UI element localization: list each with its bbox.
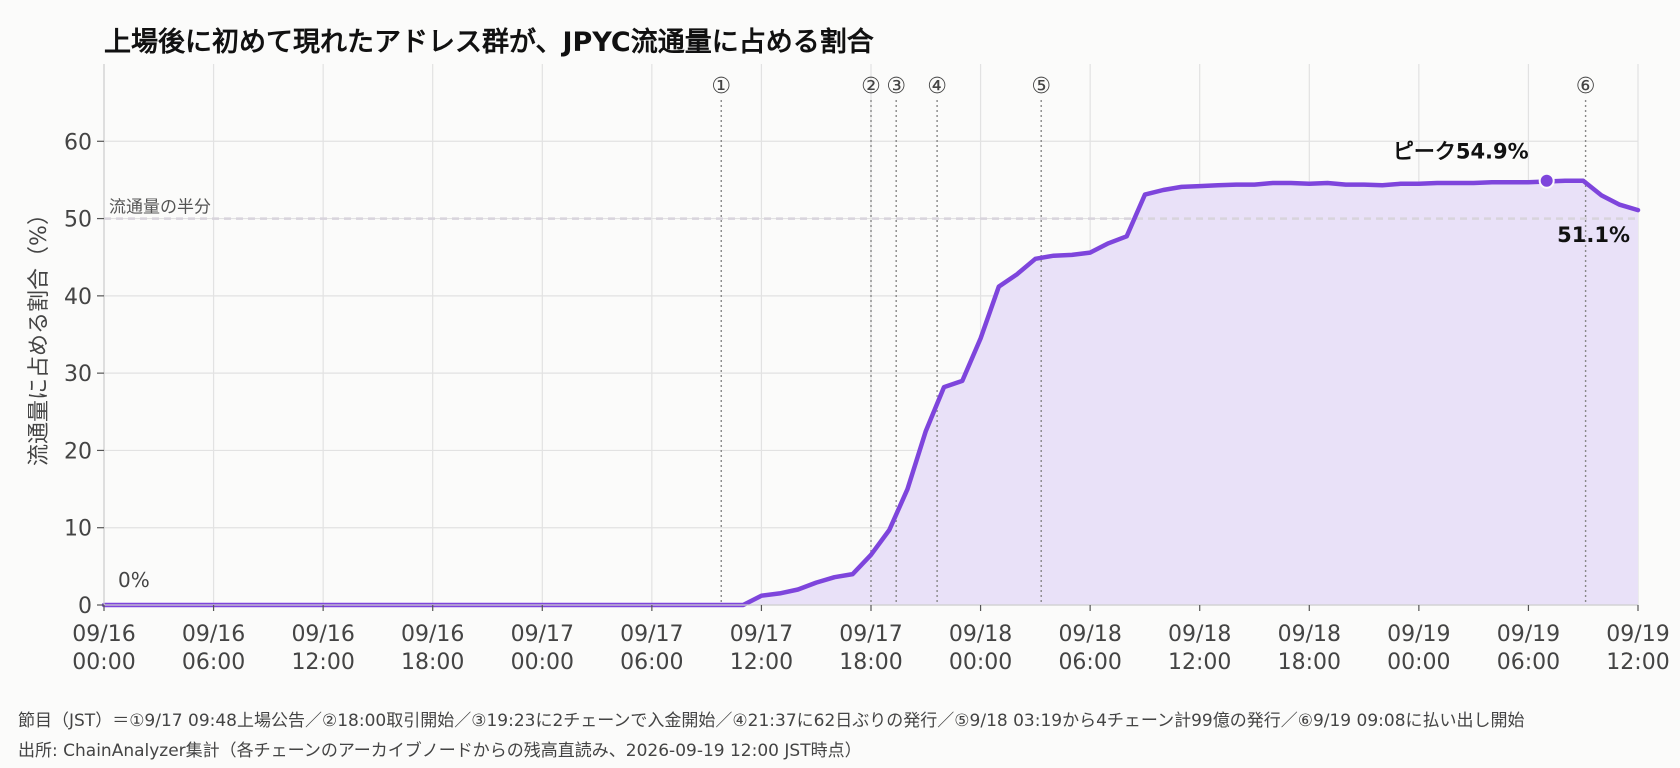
y-axis-label: 流通量に占める割合（%） xyxy=(27,203,52,466)
start-value-label: 0% xyxy=(118,568,150,592)
x-tick-label-date: 09/19 xyxy=(1387,622,1450,647)
x-tick-label-date: 09/16 xyxy=(291,622,354,647)
event-label-1: ① xyxy=(711,74,731,99)
x-tick-label-date: 09/18 xyxy=(1278,622,1341,647)
source-note: 出所: ChainAnalyzer集計（各チェーンのアーカイブノードからの残高直… xyxy=(18,741,862,761)
x-tick-label-date: 09/19 xyxy=(1497,622,1560,647)
y-tick-label: 20 xyxy=(64,439,92,464)
y-tick-label: 50 xyxy=(64,208,92,233)
x-tick-label-time: 00:00 xyxy=(72,650,135,675)
x-tick-label-time: 12:00 xyxy=(291,650,354,675)
event-label-6: ⑥ xyxy=(1576,74,1596,99)
x-tick-label-date: 09/18 xyxy=(1058,622,1121,647)
x-tick-label-date: 09/17 xyxy=(839,622,902,647)
annotations: 0% ピーク54.9% 51.1% xyxy=(118,140,1630,592)
end-value-label: 51.1% xyxy=(1557,223,1630,247)
series-area xyxy=(104,180,1638,605)
x-tick-label-time: 12:00 xyxy=(1606,650,1669,675)
x-tick-label-date: 09/17 xyxy=(620,622,683,647)
y-tick-label: 40 xyxy=(64,285,92,310)
x-tick-label-date: 09/17 xyxy=(730,622,793,647)
chart-title: 上場後に初めて現れたアドレス群が、JPYC流通量に占める割合 xyxy=(104,27,874,58)
event-label-2: ② xyxy=(861,74,881,99)
x-tick-label-time: 12:00 xyxy=(730,650,793,675)
event-label-3: ③ xyxy=(886,74,906,99)
y-tick-label: 10 xyxy=(64,517,92,542)
event-label-4: ④ xyxy=(927,74,947,99)
series-line xyxy=(101,178,1641,608)
peak-marker xyxy=(1538,172,1555,189)
y-tick-label: 30 xyxy=(64,362,92,387)
x-tick-label-time: 18:00 xyxy=(1278,650,1341,675)
x-tick-label-date: 09/18 xyxy=(1168,622,1231,647)
half-supply-label: 流通量の半分 xyxy=(109,198,211,218)
x-tick-label-time: 18:00 xyxy=(839,650,902,675)
chart-footer: 節目（JST）＝①9/17 09:48上場公告／②18:00取引開始／③19:2… xyxy=(18,706,1525,766)
y-tick-label: 60 xyxy=(64,130,92,155)
x-tick-label-time: 06:00 xyxy=(1497,650,1560,675)
x-tick-label-time: 00:00 xyxy=(511,650,574,675)
x-tick-label-date: 09/17 xyxy=(511,622,574,647)
x-tick-label-time: 06:00 xyxy=(182,650,245,675)
series-line-layer xyxy=(101,178,1641,608)
peak-label: ピーク54.9% xyxy=(1393,140,1529,164)
event-label-5: ⑤ xyxy=(1031,74,1051,99)
x-tick-label-time: 00:00 xyxy=(949,650,1012,675)
x-tick-label-time: 06:00 xyxy=(1058,650,1121,675)
x-tick-label-time: 18:00 xyxy=(401,650,464,675)
area-layer xyxy=(104,180,1638,605)
reference-layer: 流通量の半分 xyxy=(104,198,1638,220)
x-tick-label-date: 09/16 xyxy=(182,622,245,647)
y-tick-label: 0 xyxy=(78,594,92,619)
axes: 0 10 20 30 40 50 60 09/16 00:00 09/16 06:00 09/16 12… xyxy=(27,64,1670,675)
x-tick-label-date: 09/19 xyxy=(1606,622,1669,647)
x-tick-label-time: 00:00 xyxy=(1387,650,1450,675)
milestone-notes: 節目（JST）＝①9/17 09:48上場公告／②18:00取引開始／③19:2… xyxy=(18,711,1525,731)
x-tick-label-time: 06:00 xyxy=(620,650,683,675)
x-tick-label-date: 09/16 xyxy=(401,622,464,647)
x-tick-label-date: 09/18 xyxy=(949,622,1012,647)
x-tick-label-time: 12:00 xyxy=(1168,650,1231,675)
x-tick-label-date: 09/16 xyxy=(72,622,135,647)
